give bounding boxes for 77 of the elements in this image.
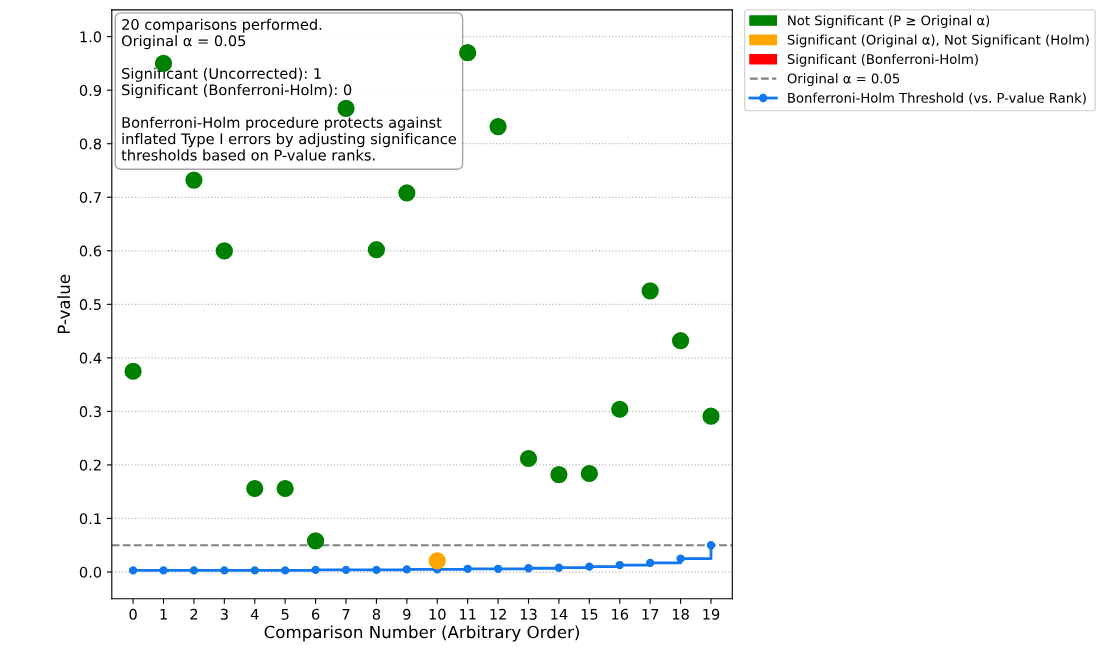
x-tick-label: 13 <box>520 608 537 620</box>
point <box>367 241 386 259</box>
y-tick-label: 0.5 <box>79 299 101 311</box>
x-tick-label: 19 <box>703 608 720 620</box>
point <box>341 565 351 575</box>
point <box>611 400 629 418</box>
point <box>676 554 685 563</box>
point <box>306 532 325 550</box>
x-tick-label: 11 <box>459 608 476 620</box>
point <box>220 566 229 575</box>
point <box>281 566 290 575</box>
point <box>463 564 472 573</box>
legend-label: Original α = 0.05 <box>787 73 900 87</box>
x-tick-label: 9 <box>403 608 411 620</box>
x-axis-title: Comparison Number (Arbitrary Order) <box>264 625 579 642</box>
point <box>128 566 138 575</box>
point <box>641 282 659 300</box>
y-tick-label: 0.9 <box>79 84 102 96</box>
x-tick-label: 0 <box>129 608 137 620</box>
text: 20 comparisons performed. Original α = 0.05 Significant (Uncorrected): 1 Significant (Bonferroni-Holm): 0 Bonferroni-Holm procedure protects against inflated Type I errors by adjusting significance thresholds based on P-value ranks. <box>121 18 457 161</box>
x-tick-label: 17 <box>642 608 659 620</box>
x-tick-label: 14 <box>551 608 568 620</box>
y-tick-label: 0.2 <box>79 459 101 471</box>
legend-label: Bonferroni-Holm Threshold (vs. P-value Rank) <box>788 92 1086 105</box>
point <box>402 565 412 574</box>
point <box>489 117 507 136</box>
x-tick-label: 8 <box>372 608 381 620</box>
x-tick-label: 7 <box>342 608 350 620</box>
x-tick-label: 16 <box>612 608 629 620</box>
point <box>372 565 381 575</box>
point <box>702 407 720 425</box>
point <box>276 479 294 498</box>
point <box>493 564 503 573</box>
y-axis-title: P-value <box>57 274 71 334</box>
x-tick-label: 12 <box>490 608 506 620</box>
x-tick-label: 15 <box>581 608 598 620</box>
point <box>428 552 446 570</box>
point <box>159 566 168 575</box>
point <box>554 563 564 572</box>
x-tick-label: 4 <box>250 608 259 620</box>
x-tick-label: 6 <box>311 608 320 620</box>
point <box>524 564 533 573</box>
point <box>311 565 320 575</box>
legend-label: Not Significant (P ≥ Original α) <box>788 15 990 28</box>
y-tick-label: 0.7 <box>79 191 101 203</box>
point <box>585 562 594 571</box>
y-tick-label: 0.8 <box>79 138 102 150</box>
y-tick-label: 0.3 <box>79 406 101 418</box>
point <box>580 464 598 483</box>
x-tick-label: 5 <box>281 608 289 620</box>
y-tick-label: 0.4 <box>79 352 102 364</box>
point <box>124 362 142 380</box>
x-tick-label: 10 <box>429 608 446 620</box>
x-tick-label: 1 <box>160 608 167 620</box>
y-tick-label: 0.1 <box>79 513 101 525</box>
legend-label: Significant (Original α), Not Significant (Holm) <box>787 34 1089 48</box>
point <box>645 558 655 568</box>
point <box>519 449 538 468</box>
x-tick-label: 2 <box>190 608 198 620</box>
point <box>337 99 355 117</box>
point <box>250 566 259 575</box>
point <box>246 479 264 498</box>
y-tick-label: 0.6 <box>79 245 102 257</box>
point <box>671 332 690 350</box>
point <box>189 566 199 575</box>
x-tick-label: 18 <box>672 608 689 620</box>
point <box>185 171 203 189</box>
point <box>706 541 716 550</box>
y-tick-label: 0.0 <box>79 566 102 578</box>
point <box>550 465 568 484</box>
point <box>215 242 233 260</box>
point <box>615 560 624 570</box>
y-tick-label: 1.0 <box>80 31 102 43</box>
point <box>459 44 477 62</box>
x-tick-label: 3 <box>220 608 228 620</box>
point <box>398 184 416 202</box>
legend-label: Significant (Bonferroni-Holm) <box>787 53 978 67</box>
